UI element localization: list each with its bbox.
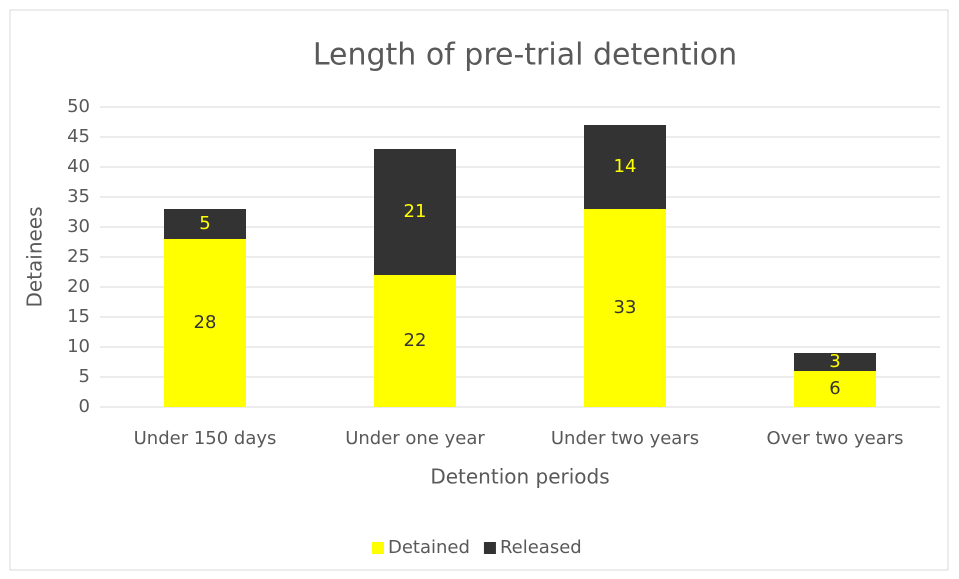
y-tick-label: 5 bbox=[79, 366, 90, 387]
legend-swatch bbox=[483, 542, 496, 554]
bar-segment bbox=[374, 275, 456, 407]
bar-segment bbox=[374, 149, 456, 275]
data-label: 14 bbox=[614, 156, 637, 177]
y-tick-label: 20 bbox=[67, 276, 90, 297]
bar-segment bbox=[164, 239, 246, 407]
data-label: 6 bbox=[829, 378, 840, 399]
y-tick-label: 15 bbox=[67, 306, 90, 327]
y-tick-label: 35 bbox=[67, 186, 90, 207]
data-label: 21 bbox=[404, 201, 427, 222]
y-tick-label: 50 bbox=[67, 96, 90, 117]
y-axis-title: Detainees bbox=[23, 206, 47, 307]
legend-swatch bbox=[372, 542, 384, 554]
bar-segment bbox=[794, 371, 876, 407]
legend-label: Released bbox=[500, 537, 582, 558]
data-label: 33 bbox=[614, 297, 637, 318]
y-tick-label: 45 bbox=[67, 126, 90, 147]
y-tick-label: 25 bbox=[67, 246, 90, 267]
x-axis-title: Detention periods bbox=[430, 465, 609, 489]
chart-title: Length of pre-trial detention bbox=[313, 38, 737, 73]
data-label: 22 bbox=[404, 330, 427, 351]
x-tick-label: Over two years bbox=[766, 428, 903, 449]
x-tick-label: Under one year bbox=[345, 428, 485, 449]
bar-segment bbox=[164, 209, 246, 239]
bar-segment bbox=[584, 125, 666, 209]
legend-label: Detained bbox=[388, 537, 470, 558]
data-label: 28 bbox=[194, 312, 217, 333]
data-label: 5 bbox=[199, 213, 210, 234]
bar-segment bbox=[584, 209, 666, 407]
y-tick-label: 30 bbox=[67, 216, 90, 237]
x-tick-label: Under two years bbox=[551, 428, 699, 449]
y-tick-label: 0 bbox=[79, 396, 90, 417]
y-tick-label: 10 bbox=[67, 336, 90, 357]
bar-segment bbox=[794, 353, 876, 371]
x-tick-label: Under 150 days bbox=[134, 428, 277, 449]
y-tick-label: 40 bbox=[67, 156, 90, 177]
data-label: 3 bbox=[829, 351, 840, 372]
